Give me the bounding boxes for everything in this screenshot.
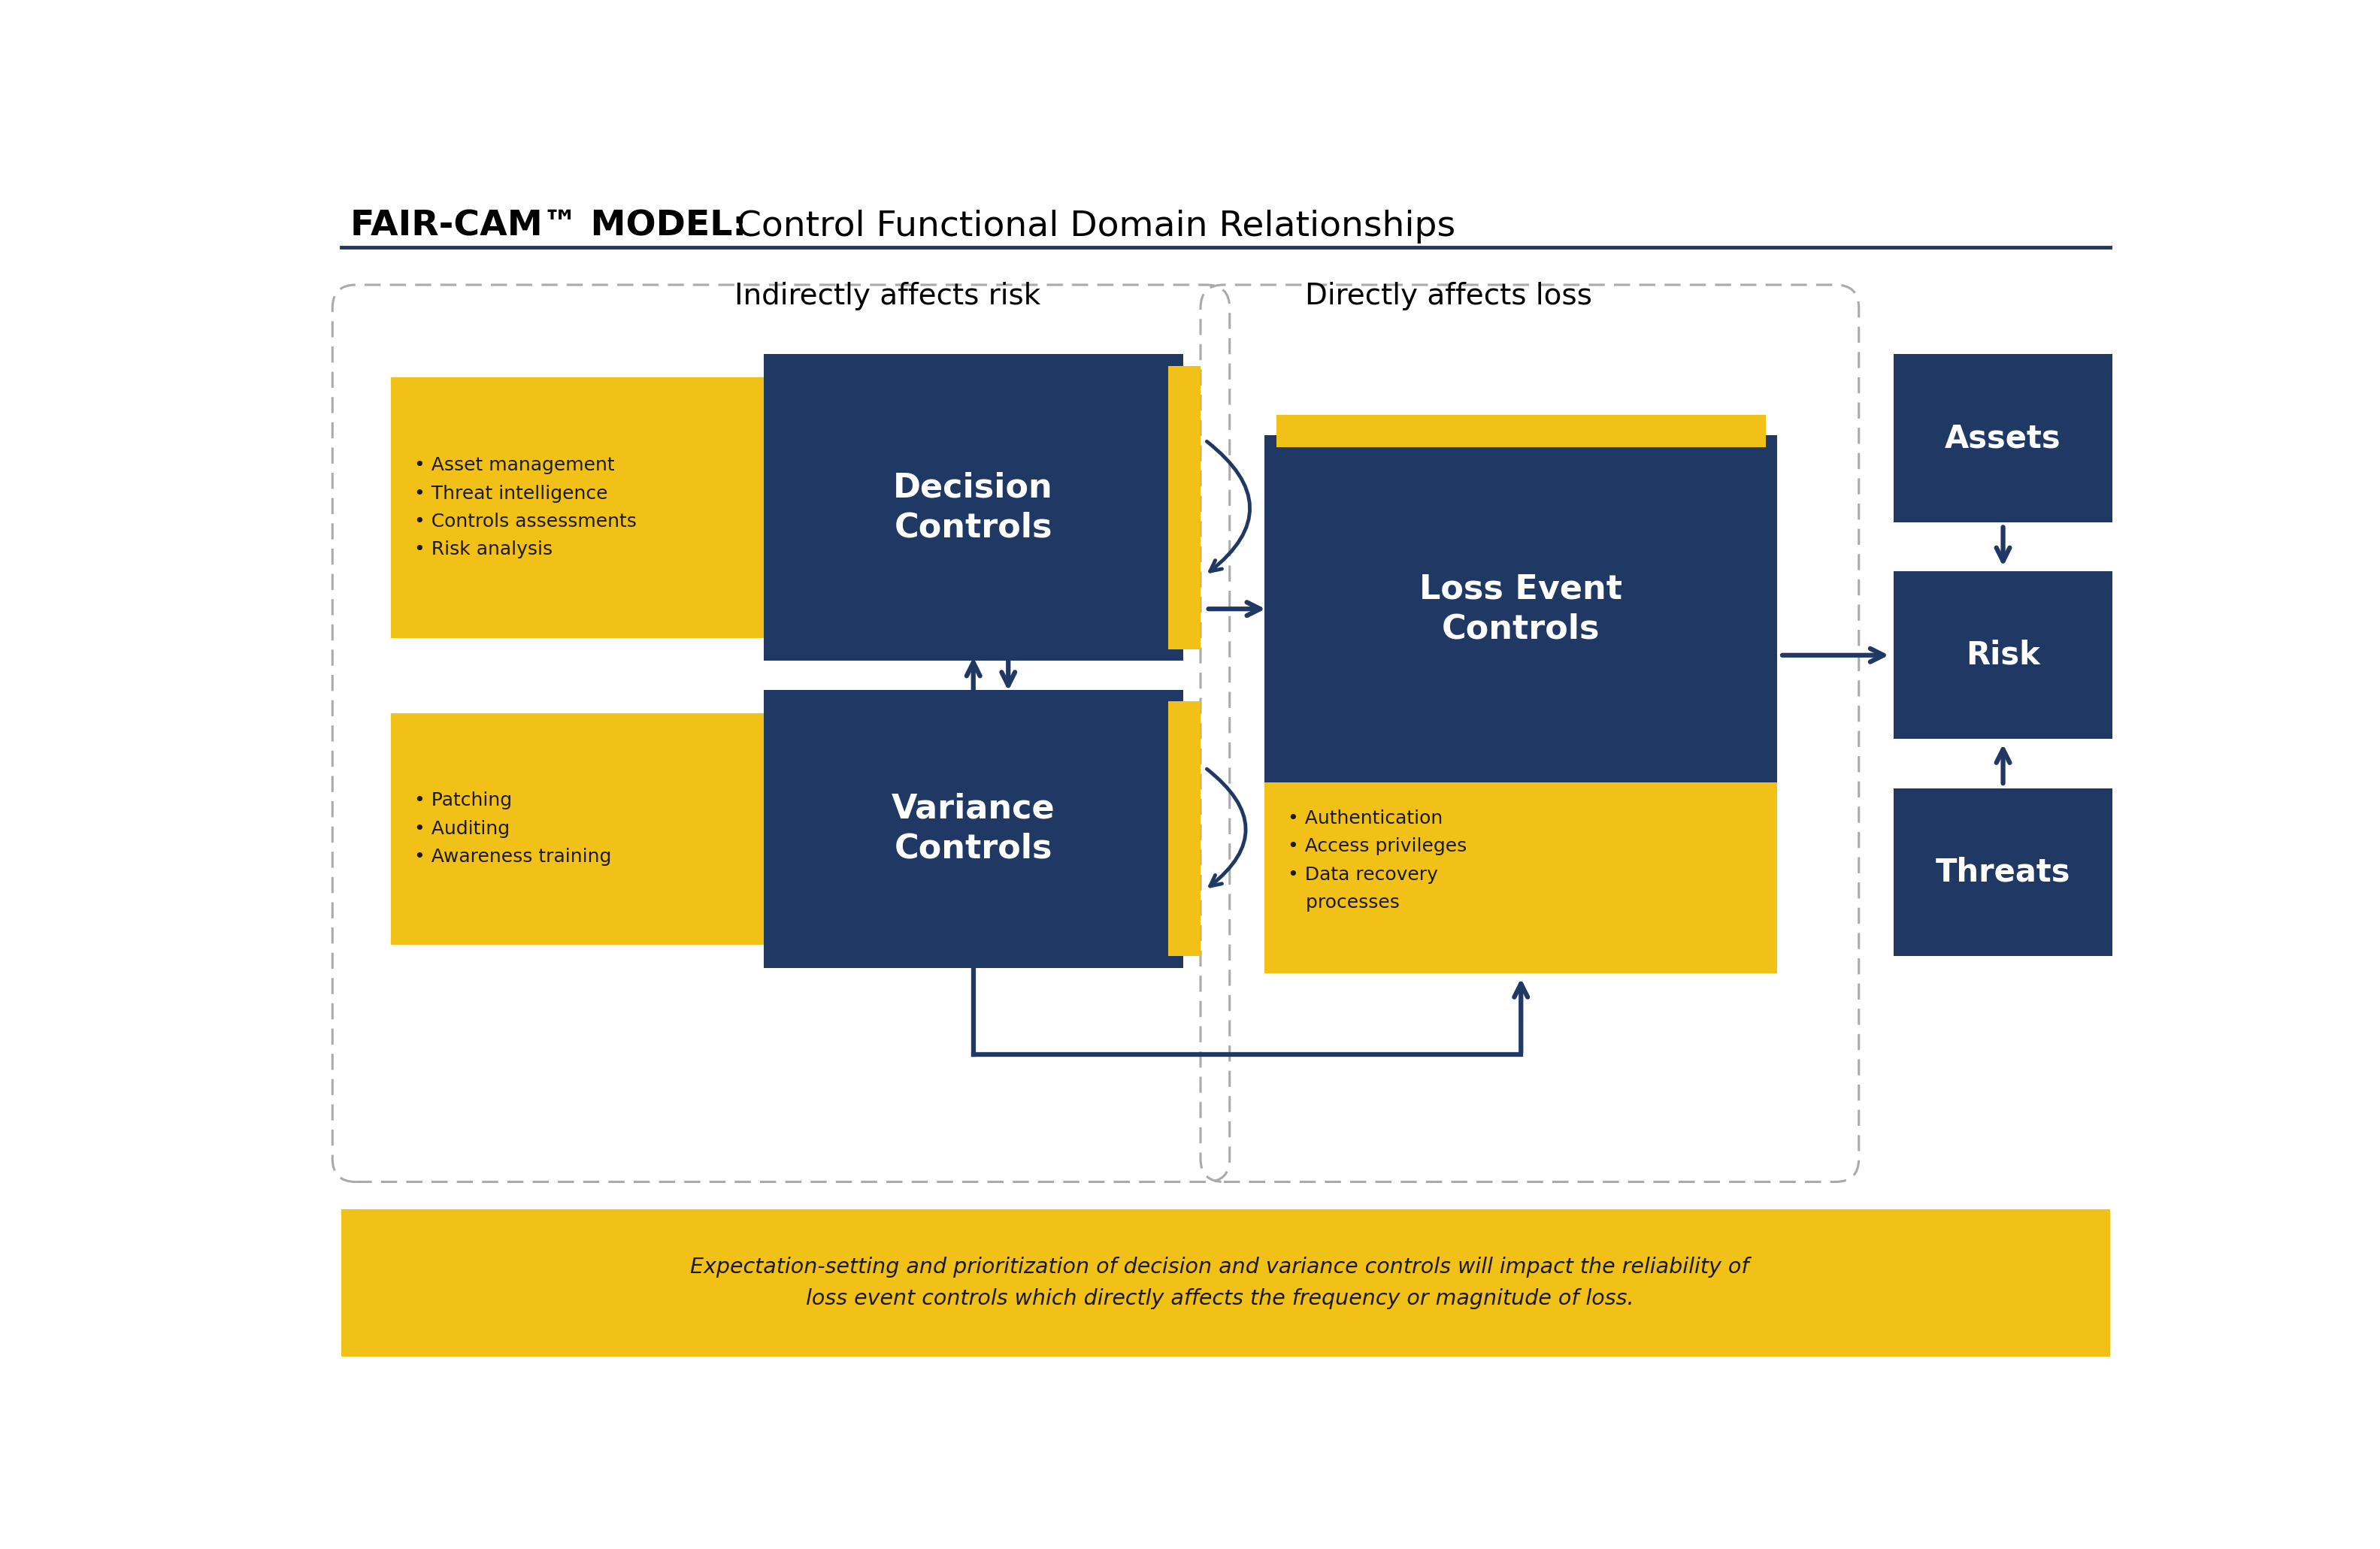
FancyBboxPatch shape bbox=[1894, 355, 2113, 522]
FancyBboxPatch shape bbox=[1894, 572, 2113, 739]
FancyBboxPatch shape bbox=[390, 713, 857, 945]
Text: FAIR-CAM™ MODEL:: FAIR-CAM™ MODEL: bbox=[350, 209, 747, 243]
FancyBboxPatch shape bbox=[1264, 748, 1778, 973]
FancyBboxPatch shape bbox=[764, 689, 1183, 968]
Text: • Authentication
• Access privileges
• Data recovery
   processes: • Authentication • Access privileges • D… bbox=[1288, 810, 1466, 912]
Text: Variance
Controls: Variance Controls bbox=[892, 793, 1054, 864]
FancyBboxPatch shape bbox=[764, 355, 1183, 661]
Text: Threats: Threats bbox=[1935, 857, 2071, 888]
FancyBboxPatch shape bbox=[340, 1210, 2111, 1357]
Text: • Patching
• Auditing
• Awareness training: • Patching • Auditing • Awareness traini… bbox=[414, 792, 612, 866]
FancyBboxPatch shape bbox=[1276, 415, 1766, 446]
FancyBboxPatch shape bbox=[1894, 788, 2113, 956]
Text: Control Functional Domain Relationships: Control Functional Domain Relationships bbox=[726, 209, 1457, 243]
Text: Loss Event
Controls: Loss Event Controls bbox=[1418, 573, 1623, 644]
FancyBboxPatch shape bbox=[390, 378, 857, 638]
FancyBboxPatch shape bbox=[1169, 366, 1200, 649]
Text: Risk: Risk bbox=[1966, 640, 2040, 671]
Text: Indirectly affects risk: Indirectly affects risk bbox=[735, 282, 1040, 310]
Text: Directly affects loss: Directly affects loss bbox=[1304, 282, 1592, 310]
Text: Expectation-setting and prioritization of decision and variance controls will im: Expectation-setting and prioritization o… bbox=[690, 1256, 1749, 1309]
Text: Assets: Assets bbox=[1944, 423, 2061, 454]
FancyBboxPatch shape bbox=[1264, 435, 1778, 782]
FancyBboxPatch shape bbox=[1169, 702, 1200, 956]
Text: Decision
Controls: Decision Controls bbox=[892, 471, 1054, 544]
Text: • Asset management
• Threat intelligence
• Controls assessments
• Risk analysis: • Asset management • Threat intelligence… bbox=[414, 457, 635, 559]
